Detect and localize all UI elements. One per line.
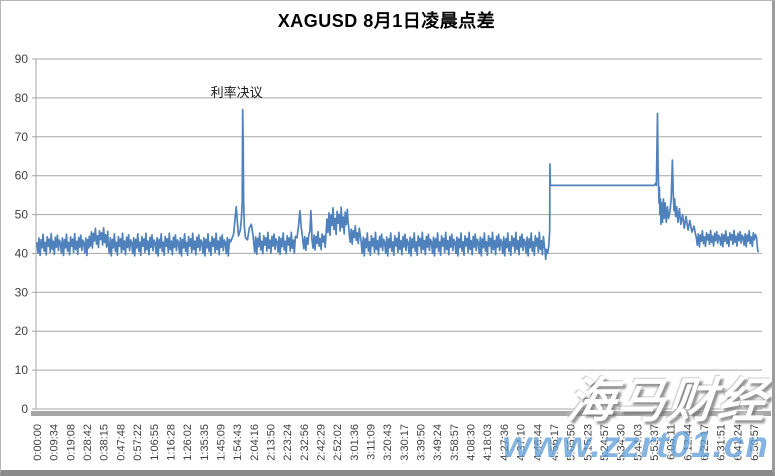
chart-title: XAGUSD 8月1日凌晨点差 [277,11,496,31]
y-tick-label: 40 [15,246,29,260]
annotation-label: 利率决议 [211,85,263,100]
y-tick-label: 70 [15,130,29,144]
x-tick-label: 4:56:17 [549,424,561,461]
x-tick-label: 6:22:17 [699,424,711,461]
x-axis-bar [31,411,771,416]
x-tick-label: 0:57:22 [132,424,144,461]
y-tick-label: 0 [21,402,28,416]
y-tick-label: 20 [15,324,29,338]
x-tick-label: 0:47:48 [115,424,127,461]
x-tick-label: 0:38:15 [99,424,111,461]
watermark-brand: 海马财经 [564,375,771,428]
x-tick-label: 4:27:36 [499,424,511,461]
x-tick-label: 3:20:43 [382,424,394,461]
y-tick-label: 10 [15,363,29,377]
x-tick-label: 1:16:28 [165,424,177,461]
watermark-url: www.zzrt01.cn [502,424,769,465]
x-tick-label: 6:31:51 [716,424,728,461]
x-tick-label: 1:45:09 [216,424,228,461]
y-tick-label: 60 [15,169,29,183]
y-tick-label: 50 [15,208,29,222]
x-tick-label: 2:23:24 [282,424,294,461]
y-tick-label: 90 [15,52,29,66]
x-tick-label: 6:41:24 [732,424,744,461]
x-tick-label: 2:32:56 [299,424,311,461]
x-tick-label: 1:35:35 [199,424,211,461]
x-tick-label: 4:18:03 [482,424,494,461]
x-tick-label: 0:00:00 [32,424,44,461]
x-tick-label: 1:54:43 [232,424,244,461]
x-tick-label: 3:30:17 [399,424,411,461]
x-tick-label: 6:03:11 [666,424,678,460]
x-tick-label: 1:06:55 [149,424,161,461]
x-tick-label: 4:37:10 [516,424,528,461]
x-tick-label: 5:53:37 [649,424,661,461]
x-tick-label: 5:05:50 [566,424,578,461]
series-line [36,108,760,261]
x-tick-label: 0:19:08 [65,424,77,461]
x-tick-label: 4:08:30 [466,424,478,461]
x-tick-label: 5:34:30 [616,424,628,461]
x-tick-label: 2:04:16 [249,424,261,461]
x-tick-label: 6:12:44 [682,424,694,461]
x-tick-label: 5:44:03 [632,424,644,461]
x-tick-label: 3:49:24 [432,424,444,461]
x-tick-label: 1:26:02 [182,424,194,461]
x-tick-label: 5:24:57 [599,424,611,461]
x-tick-label: 2:42:29 [316,424,328,461]
x-tick-label: 3:01:36 [349,424,361,461]
x-tick-label: 3:58:57 [449,424,461,461]
x-tick-label: 5:15:23 [582,424,594,461]
x-tick-label: 2:13:50 [266,424,278,461]
y-tick-label: 30 [15,285,29,299]
x-tick-label: 3:11:09 [366,424,378,460]
x-tick-label: 4:46:44 [532,424,544,461]
x-tick-label: 0:28:42 [82,424,94,461]
x-tick-label: 2:52:02 [332,424,344,461]
x-tick-label: 6:50:57 [749,424,761,461]
y-tick-label: 80 [15,91,29,105]
x-tick-label: 3:39:50 [416,424,428,461]
x-tick-label: 0:09:34 [49,424,61,461]
